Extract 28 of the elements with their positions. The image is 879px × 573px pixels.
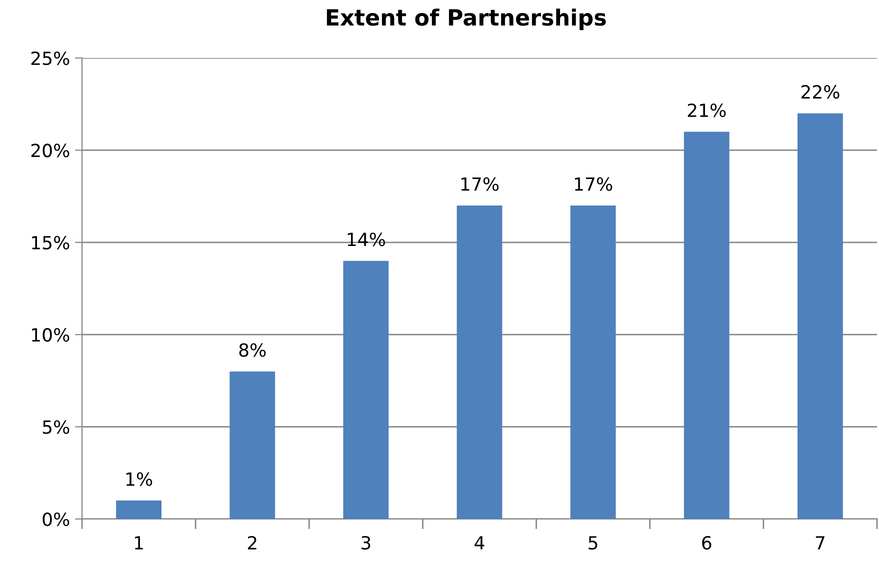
bar xyxy=(798,113,843,519)
bar xyxy=(684,132,730,519)
data-label: 17% xyxy=(574,177,612,191)
data-label: 22% xyxy=(801,85,840,99)
y-tick-label: 0% xyxy=(42,512,70,526)
y-tick-label: 10% xyxy=(32,328,70,342)
data-label: 8% xyxy=(239,343,266,357)
x-tick-label: 7 xyxy=(816,536,824,550)
y-tick-label: 25% xyxy=(31,51,70,66)
data-label: 21% xyxy=(688,103,726,118)
bar xyxy=(456,206,502,519)
y-tick-label: 15% xyxy=(32,236,70,250)
bar xyxy=(570,206,616,519)
data-label: 14% xyxy=(348,232,385,246)
x-tick-label: 4 xyxy=(474,536,484,550)
x-tick-label: 5 xyxy=(588,536,598,550)
x-tick-label: 6 xyxy=(702,536,712,550)
bar xyxy=(230,371,276,519)
y-tick-label: 20% xyxy=(31,144,70,158)
bar xyxy=(116,500,162,519)
y-tick-label: 5% xyxy=(42,420,70,434)
x-tick-label: 1 xyxy=(135,536,143,550)
chart-title: Extent of Partnerships xyxy=(326,8,606,30)
x-tick-label: 2 xyxy=(248,536,256,550)
data-label: 17% xyxy=(461,177,499,191)
data-label: 1% xyxy=(126,472,152,486)
bar xyxy=(343,260,389,519)
x-tick-label: 3 xyxy=(362,536,370,550)
